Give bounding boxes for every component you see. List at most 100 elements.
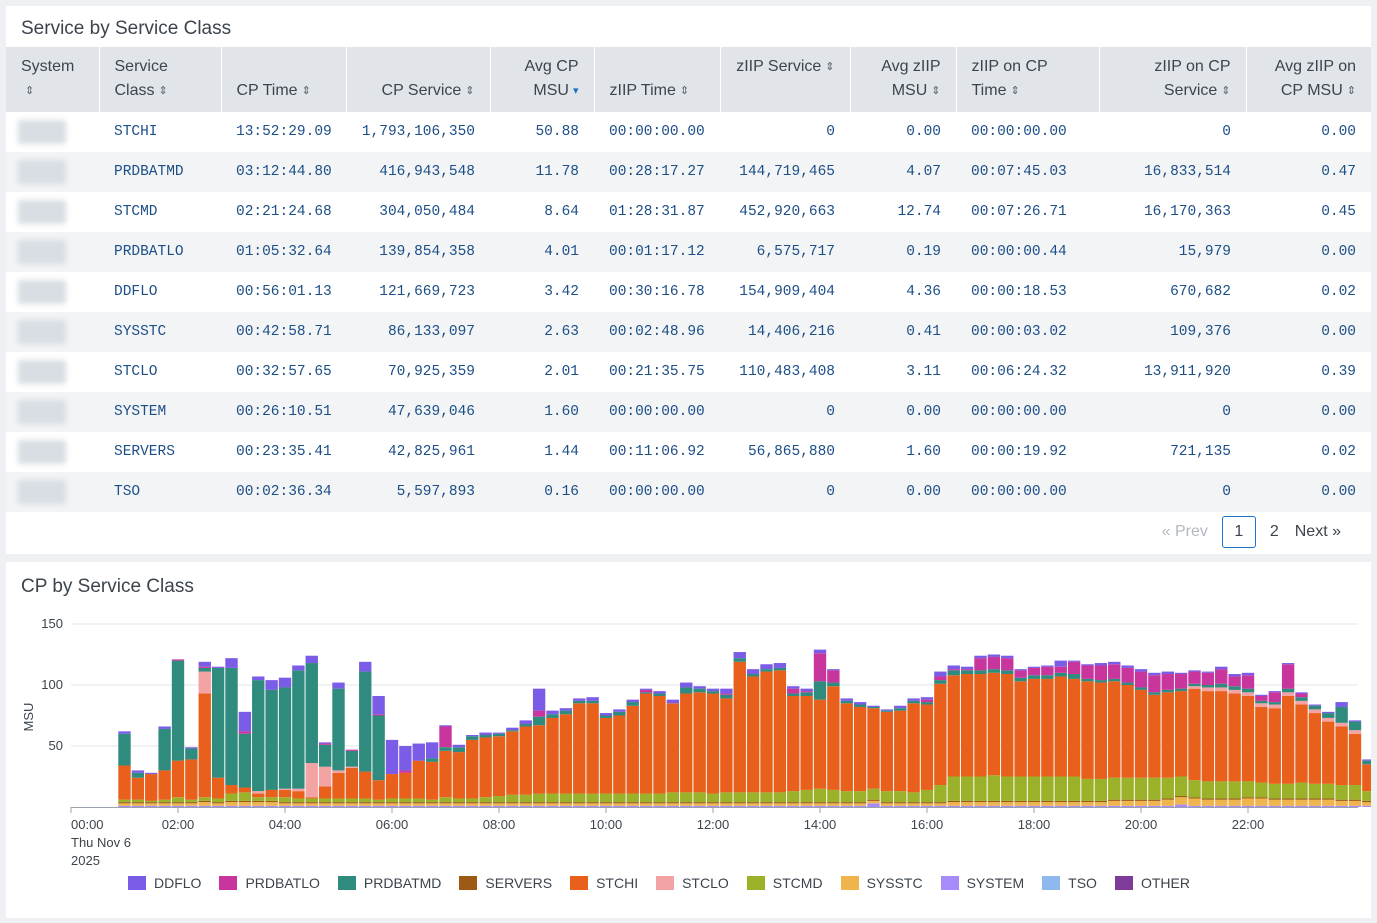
bar-segment-servers[interactable] [639,802,653,804]
bar-segment-sysstc[interactable] [372,803,385,806]
bar-segment-prdbatmd[interactable] [1281,688,1295,693]
bar-segment-ddflo[interactable] [1001,655,1014,659]
bar-segment-ddflo[interactable] [1041,665,1054,667]
bar-segment-prdbatmd[interactable] [1054,672,1067,677]
bar-segment-stchi[interactable] [920,704,934,790]
bar-segment-system[interactable] [158,805,171,807]
bar-segment-prdbatmd[interactable] [853,704,867,707]
bar-segment-sysstc[interactable] [1322,799,1335,806]
bar-segment-prdbatmd[interactable] [546,714,559,718]
bar-segment-system[interactable] [1134,805,1148,807]
bar-segment-system[interactable] [733,805,746,807]
bar-segment-stclo[interactable] [305,763,318,798]
sort-arrows-icon[interactable]: ⇕ [1010,85,1020,97]
bar-segment-sysstc[interactable] [318,803,332,806]
bar-segment-prdbatmd[interactable] [1201,685,1215,688]
bar-segment-stclo[interactable] [332,770,345,773]
bar-segment-stchi[interactable] [1268,708,1281,784]
bar-segment-servers[interactable] [185,802,198,804]
bar-segment-system[interactable] [1041,805,1054,807]
bar-segment-sysstc[interactable] [693,803,706,806]
bar-segment-ddflo[interactable] [519,720,532,725]
bar-segment-stchi[interactable] [265,789,278,798]
bar-segment-stchi[interactable] [800,695,813,790]
bar-segment-prdbatmd[interactable] [171,660,185,761]
bar-segment-ddflo[interactable] [1054,660,1067,667]
cell-service-class[interactable]: STCLO [99,352,221,392]
bar-segment-ddflo[interactable] [332,682,345,689]
bar-segment-servers[interactable] [666,802,680,804]
bar-segment-system[interactable] [1188,805,1201,807]
bar-segment-stcmd[interactable] [907,792,920,803]
bar-segment-ddflo[interactable] [118,731,131,734]
bar-segment-servers[interactable] [399,802,412,804]
bar-segment-ddflo[interactable] [693,686,706,689]
bar-segment-ddflo[interactable] [131,770,145,773]
bar-segment-prdbatmd[interactable] [639,692,653,694]
bar-segment-prdbatmd[interactable] [506,730,519,732]
bar-segment-servers[interactable] [265,800,278,803]
bar-segment-stcmd[interactable] [332,798,345,803]
bar-segment-sysstc[interactable] [546,803,559,806]
bar-segment-stchi[interactable] [278,789,292,798]
cell-service-class[interactable]: SYSSTC [99,312,221,352]
bar-segment-stcmd[interactable] [1014,776,1027,801]
bar-segment-system[interactable] [198,805,211,807]
bar-segment-prdbatlo[interactable] [1174,674,1188,689]
bar-segment-prdbatmd[interactable] [1174,688,1188,692]
bar-segment-stchi[interactable] [452,752,466,799]
bar-segment-prdbatlo[interactable] [813,653,827,682]
bar-segment-sysstc[interactable] [452,803,466,806]
bar-segment-servers[interactable] [1027,800,1041,803]
bar-segment-sysstc[interactable] [599,803,613,806]
bar-segment-stchi[interactable] [840,703,853,792]
bar-segment-prdbatlo[interactable] [1161,674,1174,690]
bar-segment-servers[interactable] [1228,798,1241,800]
bar-segment-system[interactable] [1255,805,1268,807]
bar-segment-ddflo[interactable] [399,746,412,771]
bar-segment-servers[interactable] [318,802,332,804]
bar-segment-prdbatmd[interactable] [813,681,827,700]
bar-segment-prdbatmd[interactable] [1322,713,1335,718]
bar-segment-system[interactable] [987,805,1001,807]
bar-segment-stchi[interactable] [225,785,238,794]
bar-segment-sysstc[interactable] [920,803,934,806]
bar-segment-stcmd[interactable] [1108,777,1121,800]
bar-segment-system[interactable] [934,805,947,807]
bar-segment-servers[interactable] [519,802,532,804]
bar-segment-stcmd[interactable] [238,792,252,801]
bar-segment-stchi[interactable] [345,767,359,799]
bar-segment-ddflo[interactable] [1228,674,1241,677]
bar-segment-stchi[interactable] [613,715,626,794]
bar-segment-system[interactable] [599,805,613,807]
bar-segment-stchi[interactable] [880,711,894,792]
bar-segment-system[interactable] [1268,805,1281,807]
bar-segment-sysstc[interactable] [1134,800,1148,806]
bar-segment-prdbatmd[interactable] [626,702,639,706]
bar-segment-sysstc[interactable] [412,803,425,806]
bar-segment-stchi[interactable] [519,726,532,795]
bar-segment-prdbatlo[interactable] [1014,670,1027,678]
bar-segment-system[interactable] [693,805,706,807]
bar-segment-sysstc[interactable] [787,803,800,806]
bar-segment-servers[interactable] [546,802,559,804]
bar-segment-stchi[interactable] [1081,681,1094,779]
sort-arrows-icon[interactable]: ⇕ [301,85,311,97]
bar-segment-sysstc[interactable] [252,802,265,806]
bar-segment-ddflo[interactable] [211,666,225,668]
bar-segment-stchi[interactable] [559,714,573,794]
bar-segment-sysstc[interactable] [145,803,158,806]
bar-segment-stcmd[interactable] [1335,785,1348,800]
bar-segment-stcmd[interactable] [372,799,385,803]
bar-segment-prdbatlo[interactable] [1255,695,1268,701]
bar-segment-ddflo[interactable] [827,669,840,671]
bar-segment-sysstc[interactable] [292,803,305,806]
bar-segment-system[interactable] [118,805,131,807]
bar-segment-ddflo[interactable] [974,655,987,659]
bar-segment-servers[interactable] [292,802,305,804]
bar-segment-ddflo[interactable] [626,699,639,703]
bar-segment-ddflo[interactable] [639,688,653,690]
bar-segment-stcmd[interactable] [653,793,666,803]
bar-segment-servers[interactable] [439,802,452,804]
bar-segment-sysstc[interactable] [238,802,252,806]
